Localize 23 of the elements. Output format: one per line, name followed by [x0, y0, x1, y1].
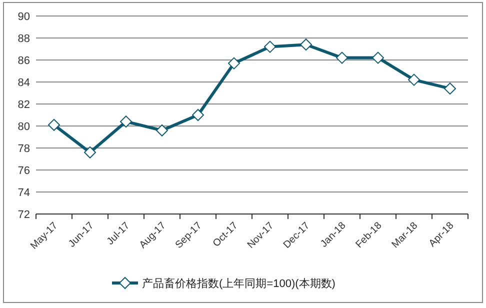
point: [408, 74, 420, 86]
point: [444, 82, 456, 95]
y-tick-label: 76: [18, 165, 30, 177]
point: [300, 38, 312, 51]
point: [48, 118, 60, 131]
y-tick-label: 84: [18, 77, 30, 89]
point: [192, 109, 204, 121]
y-tick-label: 88: [18, 33, 30, 45]
y-tick-label: 82: [18, 99, 30, 111]
y-tick-label: 78: [18, 143, 30, 155]
point: [156, 124, 168, 136]
point: [264, 40, 276, 53]
y-tick-label: 90: [18, 11, 30, 23]
point: [84, 146, 96, 158]
y-tick-label: 74: [18, 187, 30, 199]
point: [120, 116, 132, 128]
point: [336, 52, 348, 64]
y-tick-label: 72: [18, 209, 30, 221]
point: [228, 57, 240, 70]
legend-label: 产品畜价格指数(上年同期=100)(本期数): [142, 277, 336, 290]
point: [372, 52, 384, 64]
y-tick-label: 80: [18, 121, 30, 133]
y-tick-label: 86: [18, 55, 30, 67]
